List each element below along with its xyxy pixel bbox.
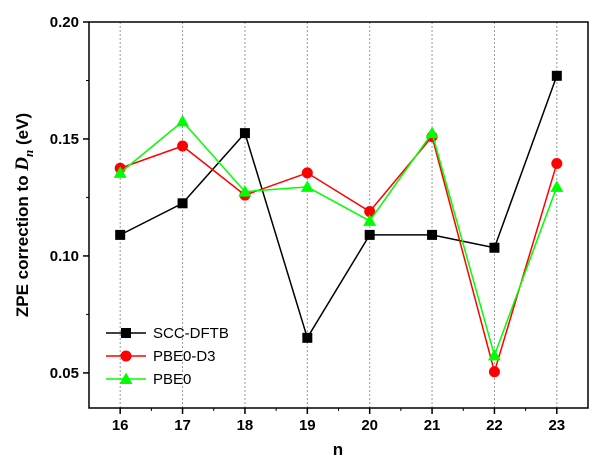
point-pbe0-22 bbox=[487, 348, 501, 361]
point-pbe0-d3-23 bbox=[551, 158, 563, 170]
point-pbe0-d3-19 bbox=[301, 167, 313, 179]
series-line-pbe0 bbox=[119, 120, 558, 358]
point-scc-dftb-16 bbox=[115, 229, 126, 240]
x-axis-title: n bbox=[333, 440, 343, 459]
x-tick-label: 19 bbox=[299, 417, 316, 434]
legend-label-pbe0-d3: PBE0-D3 bbox=[153, 348, 216, 365]
point-scc-dftb-19 bbox=[302, 332, 313, 343]
y-tick-label: 0.05 bbox=[50, 365, 79, 382]
point-pbe0-18 bbox=[238, 185, 252, 197]
series-pbe0 bbox=[113, 114, 564, 361]
x-tick-label: 18 bbox=[237, 417, 254, 434]
point-scc-dftb-18 bbox=[239, 128, 250, 139]
y-axis-title-suffix: (eV) bbox=[13, 113, 32, 150]
legend-marker-pbe0-d3 bbox=[120, 350, 132, 362]
point-pbe0-23 bbox=[550, 180, 564, 192]
point-pbe0-16 bbox=[113, 166, 127, 178]
point-scc-dftb-23 bbox=[551, 70, 562, 81]
point-pbe0-19 bbox=[300, 180, 314, 192]
series-line-scc-dftb bbox=[119, 75, 558, 340]
series-scc-dftb bbox=[115, 70, 562, 343]
y-tick-label: 0.15 bbox=[50, 131, 79, 148]
point-pbe0-d3-22 bbox=[488, 366, 500, 378]
legend-label-scc-dftb: SCC-DFTB bbox=[153, 325, 229, 342]
y-tick-label: 0.20 bbox=[50, 14, 79, 31]
x-tick-label: 20 bbox=[361, 417, 378, 434]
point-pbe0-d3-17 bbox=[177, 140, 189, 152]
y-axis-title-symbol: D bbox=[12, 157, 33, 172]
x-tick-label: 21 bbox=[424, 417, 441, 434]
y-axis-title-prefix: ZPE correction to bbox=[13, 171, 32, 317]
legend-marker-pbe0 bbox=[119, 372, 133, 384]
legend-marker-scc-dftb bbox=[121, 328, 131, 338]
point-scc-dftb-17 bbox=[177, 198, 188, 209]
point-pbe0-17 bbox=[176, 114, 190, 127]
legend-label-pbe0: PBE0 bbox=[153, 371, 191, 388]
series-line-pbe0-d3 bbox=[119, 135, 558, 375]
legend: SCC-DFTB PBE0-D3 PBE0 bbox=[106, 325, 229, 388]
point-scc-dftb-22 bbox=[489, 242, 500, 253]
point-scc-dftb-20 bbox=[364, 229, 375, 240]
y-tick-label: 0.10 bbox=[50, 248, 79, 265]
point-pbe0-d3-20 bbox=[364, 205, 376, 217]
x-tick-label: 16 bbox=[112, 417, 129, 434]
x-tick-label: 17 bbox=[174, 417, 191, 434]
y-axis-title-subscript: n bbox=[21, 150, 36, 157]
point-pbe0-21 bbox=[425, 126, 439, 139]
axis-ticks: 16 17 18 19 20 21 22 23 0.05 0.10 0.15 0.20 bbox=[50, 14, 565, 434]
x-tick-label: 23 bbox=[548, 417, 565, 434]
point-scc-dftb-21 bbox=[427, 229, 438, 240]
series-layer bbox=[113, 70, 564, 378]
point-pbe0-20 bbox=[363, 214, 377, 226]
x-tick-label: 22 bbox=[486, 417, 503, 434]
y-axis-title: ZPE correction to Dn (eV) bbox=[12, 113, 36, 317]
